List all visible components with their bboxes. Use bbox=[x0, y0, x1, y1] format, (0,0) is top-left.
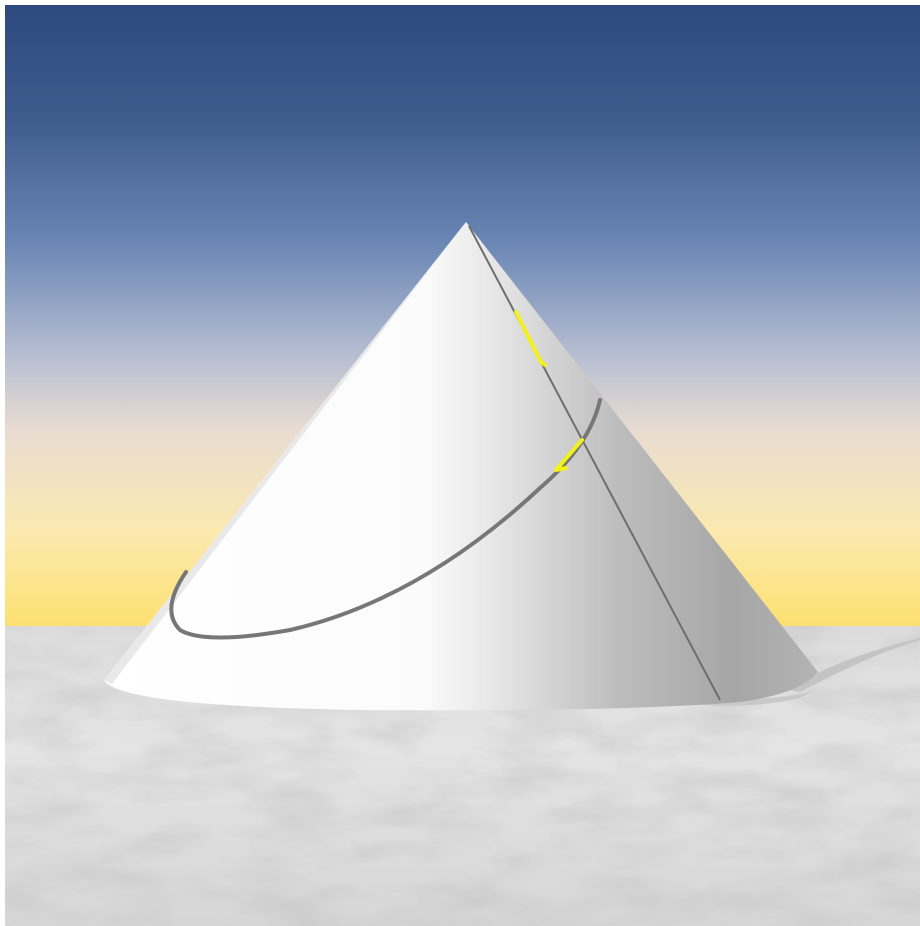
yellow-marker-lower bbox=[554, 438, 584, 472]
cone-left-edge-shade bbox=[104, 222, 466, 684]
yellow-marker-upper bbox=[514, 310, 547, 367]
cone bbox=[104, 222, 818, 711]
cone-generator-line bbox=[468, 225, 721, 701]
cone-shadow bbox=[790, 638, 920, 692]
